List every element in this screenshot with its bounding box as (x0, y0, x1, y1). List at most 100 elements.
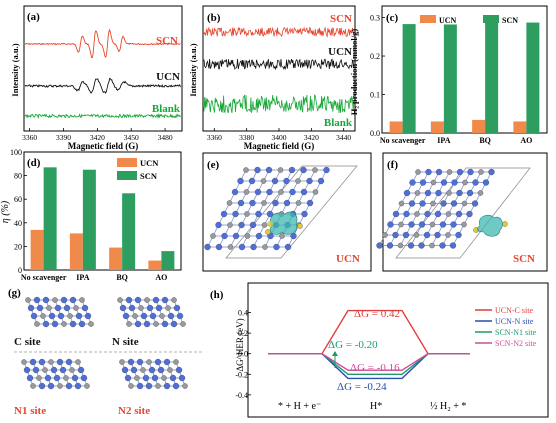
nitrogen-atom (176, 312, 184, 320)
nitrogen-atom (467, 168, 474, 176)
nitrogen-atom (119, 304, 127, 312)
nitrogen-atom (128, 304, 136, 312)
bar-ucn-0 (30, 229, 44, 270)
nitrogen-atom (289, 188, 296, 196)
bar-ucn-3 (148, 260, 162, 270)
carbon-atom (244, 233, 251, 239)
panel-e-charge-density (269, 211, 298, 235)
nitrogen-atom (69, 296, 77, 304)
panel-e-structure-label: UCN (336, 253, 360, 265)
panel-b-x-ticks: 3360 3380 3400 3420 3440 (207, 128, 351, 142)
nitrogen-atom (60, 296, 68, 304)
y-tick-label: 80 (14, 172, 22, 181)
nitrogen-atom (402, 231, 410, 239)
panel-h-annotation-scn-n1: ΔG = -0.20 (328, 339, 378, 351)
nitrogen-atom (54, 304, 62, 312)
nitrogen-atom (143, 320, 151, 328)
carbon-atom (73, 305, 79, 311)
nitrogen-atom (121, 366, 129, 374)
panel-a-xlabel: Magnetic field (G) (68, 141, 138, 151)
nitrogen-atom (51, 320, 59, 328)
panel-d-ylabel: η (%) (0, 200, 11, 223)
nitrogen-atom (425, 168, 432, 176)
carbon-atom (84, 383, 90, 389)
carbon-atom (126, 321, 132, 327)
nitrogen-atom (59, 366, 67, 374)
carbon-atom (173, 359, 179, 365)
nitrogen-atom (38, 382, 46, 390)
carbon-atom (140, 367, 146, 373)
panel-d-bars (30, 167, 175, 270)
panel-f-structure (376, 168, 508, 249)
nitrogen-atom (136, 382, 144, 390)
nitrogen-atom (254, 188, 262, 196)
nitrogen-atom (248, 177, 256, 185)
nitrogen-atom (204, 243, 211, 251)
nitrogen-atom (122, 312, 130, 320)
carbon-atom (461, 200, 468, 207)
panel-h-state-final: ½ H₂ + * (430, 401, 466, 412)
panel-a-label: (a) (27, 11, 40, 23)
y-tick-label: 20 (14, 242, 22, 251)
nitrogen-atom (221, 232, 228, 240)
nitrogen-atom (152, 296, 160, 304)
nitrogen-atom (50, 366, 58, 374)
nitrogen-atom (237, 199, 245, 207)
carbon-atom (146, 359, 152, 365)
panel-c-label: (c) (386, 12, 399, 24)
carbon-atom (30, 383, 36, 389)
nitrogen-atom (161, 320, 169, 328)
nitrogen-atom (36, 304, 44, 312)
nitrogen-atom (317, 177, 325, 185)
carbon-atom (446, 190, 452, 196)
carbon-atom (25, 297, 31, 303)
y-tick-label: -0.2 (235, 370, 248, 379)
panel-d-legend-ucn-swatch (117, 158, 137, 167)
legend-label-0: UCN-C site (495, 306, 533, 315)
nitrogen-atom (283, 199, 291, 207)
nitrogen-atom (255, 210, 262, 218)
nitrogen-atom (151, 374, 159, 382)
panel-f-structure-label: SCN (513, 253, 535, 265)
carbon-atom (414, 211, 420, 217)
carbon-atom (128, 383, 134, 389)
panel-c: (c) 0.0 0.1 0.2 0.3 No scavenger IPA BQ AO UCN… (349, 5, 548, 145)
y-tick-label: 60 (14, 195, 22, 204)
carbon-atom (48, 359, 54, 365)
nitrogen-atom (249, 221, 257, 229)
carbon-atom (79, 297, 85, 303)
panel-a-curves (24, 28, 181, 120)
nitrogen-atom (163, 358, 171, 366)
nitrogen-atom (215, 243, 223, 251)
panel-f-label: (f) (387, 159, 398, 171)
carbon-atom (171, 297, 177, 303)
nitrogen-atom (26, 374, 34, 382)
y-tick-label: 0.4 (238, 309, 248, 318)
y-tick-label: 0 (18, 266, 22, 275)
nitrogen-atom (455, 210, 463, 218)
carbon-atom (312, 167, 318, 173)
nitrogen-atom (409, 179, 416, 186)
bar-scn-3 (526, 22, 540, 133)
carbon-atom (446, 169, 453, 175)
nitrogen-atom (136, 358, 144, 366)
panel-h-annotation-ucn-n: ΔG = -0.24 (337, 381, 387, 393)
bar-ucn-1 (69, 233, 83, 270)
panel-h-arrow-head (332, 351, 338, 356)
panel-g: (g) C site N site N1 site N2 site (8, 287, 202, 417)
y-tick-label: 40 (14, 219, 22, 228)
nitrogen-atom (435, 189, 442, 197)
panel-f: (f) SCN (376, 152, 548, 272)
nitrogen-atom (323, 166, 330, 174)
nitrogen-atom (440, 179, 448, 186)
nitrogen-atom (163, 382, 171, 390)
carbon-atom (182, 383, 188, 389)
nitrogen-atom (125, 296, 133, 304)
nitrogen-atom (272, 199, 279, 207)
panel-h-state-intermediate: H* (370, 401, 382, 412)
carbon-atom (63, 375, 69, 381)
panel-d-label: (d) (27, 157, 41, 169)
nitrogen-atom (306, 177, 313, 185)
panel-h-frame (247, 282, 549, 418)
